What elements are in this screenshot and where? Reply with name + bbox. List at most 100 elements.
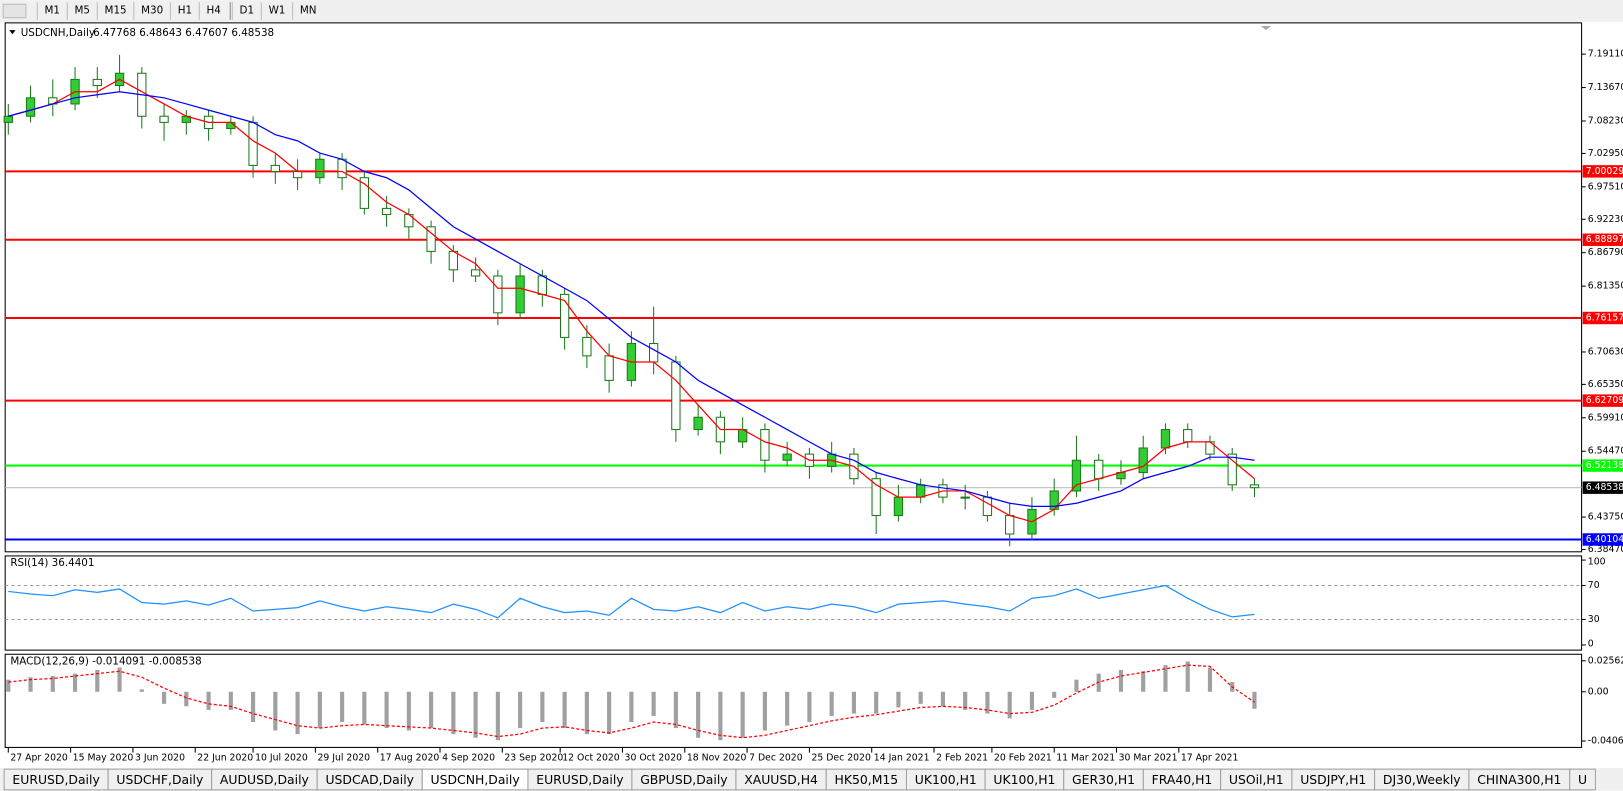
- tab-label[interactable]: USDJPY,H1: [1300, 772, 1366, 787]
- candle-body: [871, 478, 881, 517]
- level-price-label: 6.76157: [1586, 313, 1623, 324]
- chart-tab[interactable]: U: [1569, 768, 1596, 791]
- x-tick-label: 25 Dec 2020: [811, 752, 870, 763]
- level-price-box: [1582, 459, 1623, 472]
- timeframe-button[interactable]: MN: [300, 4, 317, 16]
- chart-tab[interactable]: HK50,M15: [825, 768, 908, 791]
- tab-label[interactable]: EURUSD,Daily: [536, 772, 623, 787]
- macd-bar: [117, 667, 122, 692]
- x-tick-label: 15 May 2020: [73, 752, 134, 763]
- chart-tab[interactable]: FRA40,H1: [1142, 768, 1222, 791]
- candle-body: [315, 158, 325, 179]
- chart-tab[interactable]: GBPUSD,Daily: [631, 768, 737, 791]
- candle-body: [92, 78, 102, 87]
- macd-label: MACD(12,26,9) -0.014091 -0.008538: [10, 656, 201, 668]
- macd-bar: [518, 691, 523, 729]
- tab-label[interactable]: XAUUSD,H4: [744, 772, 818, 787]
- candle-body: [693, 416, 703, 431]
- level-price-label: 6.88897: [1586, 234, 1623, 245]
- macd-bar: [362, 691, 367, 725]
- macd-bar: [673, 691, 678, 729]
- y-tick-label: 6.43750: [1588, 512, 1623, 523]
- y-tick-label: 6.97510: [1588, 181, 1623, 192]
- macd-bar: [384, 691, 389, 729]
- macd-bar: [6, 679, 11, 692]
- chart-tab[interactable]: AUDUSD,Daily: [211, 768, 318, 791]
- toolbar: [0, 0, 1623, 22]
- timeframe-button[interactable]: H4: [207, 4, 221, 16]
- candle-body: [582, 336, 592, 357]
- candle-body: [604, 355, 614, 381]
- timeframe-button[interactable]: H1: [178, 4, 192, 16]
- chart-tab[interactable]: XAUUSD,H4: [735, 768, 827, 791]
- x-tick-label: 29 Jul 2020: [317, 752, 370, 763]
- rsi-panel: [4, 555, 1583, 651]
- y-tick-label: 6.81350: [1588, 281, 1623, 292]
- chart-tab[interactable]: USDCHF,Daily: [107, 768, 213, 791]
- macd-bar: [807, 691, 812, 723]
- tab-label[interactable]: USDCNH,Daily: [431, 772, 520, 787]
- y-tick-label: 7.19110: [1588, 49, 1623, 60]
- macd-bar: [1074, 679, 1079, 692]
- tab-label[interactable]: USDCHF,Daily: [116, 772, 203, 787]
- chart-tab[interactable]: USDJPY,H1: [1291, 768, 1376, 791]
- y-tick-label: 7.08230: [1588, 115, 1623, 126]
- timeframe-button[interactable]: D1: [240, 4, 255, 16]
- timeframe-button[interactable]: M15: [105, 4, 127, 16]
- macd-bar: [473, 691, 478, 738]
- tab-label[interactable]: AUDUSD,Daily: [220, 772, 309, 787]
- ohlc-text: 6.47768 6.48643 6.47607 6.48538: [93, 27, 274, 39]
- tab-label[interactable]: UK100,H1: [915, 772, 977, 787]
- candle-body: [671, 361, 681, 431]
- candle-body: [960, 496, 970, 499]
- tab-label[interactable]: EURUSD,Daily: [12, 772, 99, 787]
- chart-tab[interactable]: GER30,H1: [1063, 768, 1144, 791]
- tab-label[interactable]: FRA40,H1: [1152, 772, 1213, 787]
- chart-tab[interactable]: EURUSD,Daily: [3, 768, 109, 791]
- candle-body: [760, 429, 770, 461]
- x-tick-label: 11 Mar 2021: [1056, 752, 1115, 763]
- y-tick-label: 6.86790: [1588, 247, 1623, 258]
- tab-label[interactable]: DJ30,Weekly: [1383, 772, 1461, 787]
- macd-bar: [1163, 665, 1168, 692]
- candle-body: [292, 171, 303, 179]
- x-tick-label: 18 Nov 2020: [687, 752, 747, 763]
- tab-label[interactable]: CHINA300,H1: [1477, 772, 1561, 787]
- tab-label[interactable]: U: [1578, 772, 1587, 787]
- x-tick-label: 4 Sep 2020: [442, 752, 495, 763]
- chart-tab[interactable]: UK100,H1: [984, 768, 1065, 791]
- chart-tab[interactable]: DJ30,Weekly: [1374, 768, 1470, 791]
- macd-bar: [251, 691, 256, 723]
- rsi-tick-label: 30: [1588, 614, 1600, 625]
- macd-bar: [851, 691, 856, 714]
- macd-bar: [540, 691, 545, 723]
- macd-bar: [429, 691, 434, 729]
- tab-label[interactable]: USDCAD,Daily: [325, 772, 414, 787]
- x-tick-label: 17 Apr 2021: [1181, 752, 1239, 763]
- chart-tab[interactable]: CHINA300,H1: [1468, 768, 1571, 791]
- candle-body: [159, 115, 169, 123]
- tab-label[interactable]: HK50,M15: [835, 772, 899, 787]
- tab-label[interactable]: GBPUSD,Daily: [640, 772, 727, 787]
- tab-label[interactable]: USOil,H1: [1229, 772, 1284, 787]
- timeframe-button[interactable]: M1: [45, 4, 61, 16]
- candle-body: [893, 496, 904, 517]
- candle-body: [381, 207, 392, 216]
- chart-tab[interactable]: EURUSD,Daily: [527, 768, 633, 791]
- macd-bar: [28, 677, 33, 692]
- chart-tab[interactable]: UK100,H1: [905, 768, 986, 791]
- candle-body: [448, 250, 459, 271]
- chart-tab[interactable]: USDCNH,Daily: [421, 768, 529, 791]
- level-price-box: [1582, 311, 1623, 325]
- timeframe-button[interactable]: W1: [269, 4, 286, 16]
- timeframe-button[interactable]: M30: [141, 4, 163, 16]
- tab-label[interactable]: GER30,H1: [1072, 772, 1135, 787]
- chart-tab[interactable]: USDCAD,Daily: [316, 768, 423, 791]
- tab-label[interactable]: UK100,H1: [993, 772, 1055, 787]
- chart-tab[interactable]: USOil,H1: [1220, 768, 1293, 791]
- candle-body: [359, 177, 370, 209]
- candle-body: [1005, 515, 1015, 535]
- y-tick-label: 6.65350: [1588, 379, 1623, 390]
- timeframe-button[interactable]: M5: [75, 4, 91, 16]
- macd-bar: [1029, 691, 1035, 710]
